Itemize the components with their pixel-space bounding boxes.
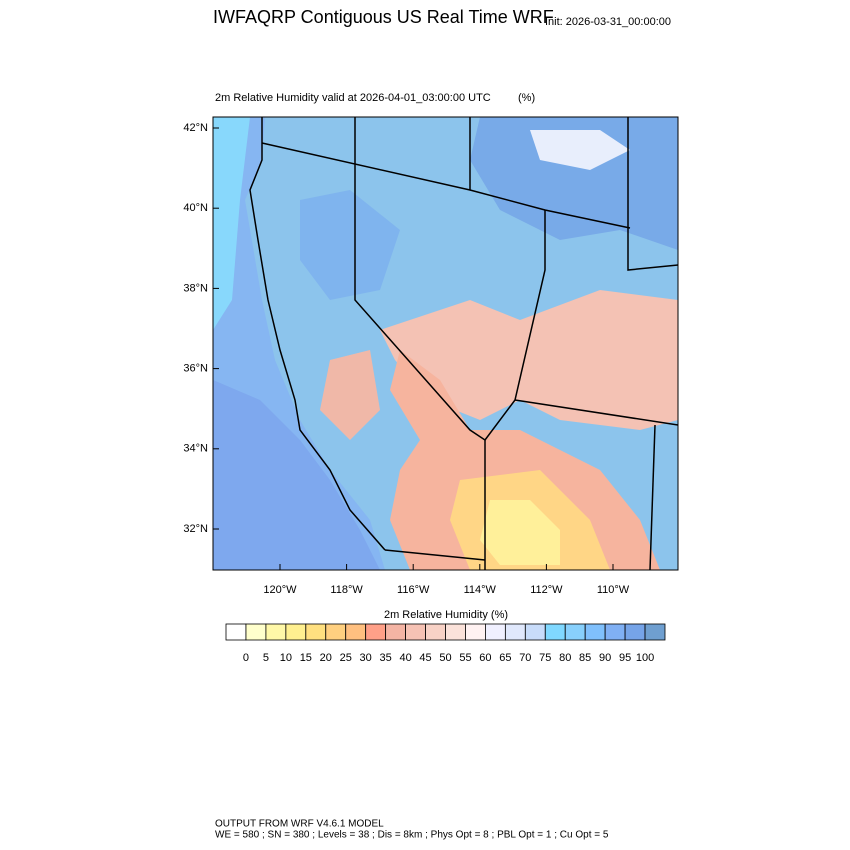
colorbar-box	[265, 623, 287, 641]
colorbar-box	[285, 623, 307, 641]
colorbar-box	[564, 623, 586, 641]
colorbar-box	[485, 623, 506, 641]
footer-line: OUTPUT FROM WRF V4.6.1 MODEL	[215, 819, 384, 830]
colorbar-label: 90	[599, 652, 611, 664]
colorbar-label: 85	[579, 652, 591, 664]
colorbar-box	[405, 623, 426, 641]
colorbar-box	[544, 623, 566, 641]
colorbar-label: 0	[243, 652, 249, 664]
title: IWFAQRP Contiguous US Real Time WRF	[213, 7, 554, 27]
colorbar-label: 80	[559, 652, 571, 664]
map-field	[213, 117, 678, 570]
colorbar-label: 30	[360, 652, 372, 664]
colorbar-label: 50	[439, 652, 451, 664]
colorbar-box	[245, 623, 267, 641]
lon-label: 110°W	[597, 584, 630, 596]
lon-label: 112°W	[530, 584, 563, 596]
colorbar-label: 65	[499, 652, 511, 664]
lat-label: 42°N	[183, 122, 208, 134]
colorbar-box	[225, 623, 247, 641]
map-frame	[212, 116, 679, 571]
colorbar-label: 95	[619, 652, 631, 664]
map-units: (%)	[518, 92, 535, 104]
colorbar-label: 40	[399, 652, 411, 664]
colorbar-label: 60	[479, 652, 491, 664]
colorbar-box	[345, 623, 367, 641]
lat-label: 38°N	[183, 282, 208, 294]
colorbar-label: 100	[636, 652, 654, 664]
colorbar-label: 70	[519, 652, 531, 664]
lat-label: 40°N	[183, 202, 208, 214]
colorbar-label: 20	[320, 652, 332, 664]
colorbar-box	[365, 623, 387, 641]
colorbar-label: 5	[263, 652, 269, 664]
lon-label: 114°W	[464, 584, 497, 596]
lat-label: 36°N	[183, 363, 208, 375]
colorbar-box	[445, 623, 466, 641]
map-subtitle: 2m Relative Humidity valid at 2026-04-01…	[215, 92, 491, 104]
colorbar-label: 45	[419, 652, 431, 664]
colorbar-title: 2m Relative Humidity (%)	[384, 609, 508, 621]
colorbar-box	[325, 623, 347, 641]
colorbar-box	[305, 623, 327, 641]
lon-label: 118°W	[330, 584, 363, 596]
colorbar-label: 25	[340, 652, 352, 664]
colorbar: 0 5 10 15 20 25 30 35 40 45 50 55 60 65 70 75 80 85 90 95 10…	[225, 623, 666, 664]
colorbar-box	[504, 623, 526, 641]
colorbar-box	[584, 623, 606, 641]
footer-line: WE = 580 ; SN = 380 ; Levels = 38 ; Dis …	[215, 830, 609, 841]
colorbar-box	[465, 623, 486, 641]
colorbar-label: 75	[539, 652, 551, 664]
colorbar-label: 10	[280, 652, 292, 664]
colorbar-box	[604, 623, 626, 641]
map-axes: 42°N 40°N 38°N 36°N 34°N 32°N 120°W 118°W 116°W 1…	[183, 122, 629, 596]
colorbar-box	[425, 623, 446, 641]
colorbar-label: 35	[380, 652, 392, 664]
colorbar-box	[644, 623, 666, 641]
colorbar-label: 15	[300, 652, 312, 664]
lat-label: 32°N	[183, 523, 208, 535]
colorbar-box	[524, 623, 546, 641]
lon-label: 120°W	[263, 584, 297, 596]
colorbar-box	[624, 623, 646, 641]
lat-label: 34°N	[183, 443, 208, 455]
colorbar-label: 55	[459, 652, 471, 664]
init-time: Init: 2026-03-31_00:00:00	[545, 16, 671, 28]
lon-label: 116°W	[397, 584, 430, 596]
colorbar-box	[385, 623, 406, 641]
